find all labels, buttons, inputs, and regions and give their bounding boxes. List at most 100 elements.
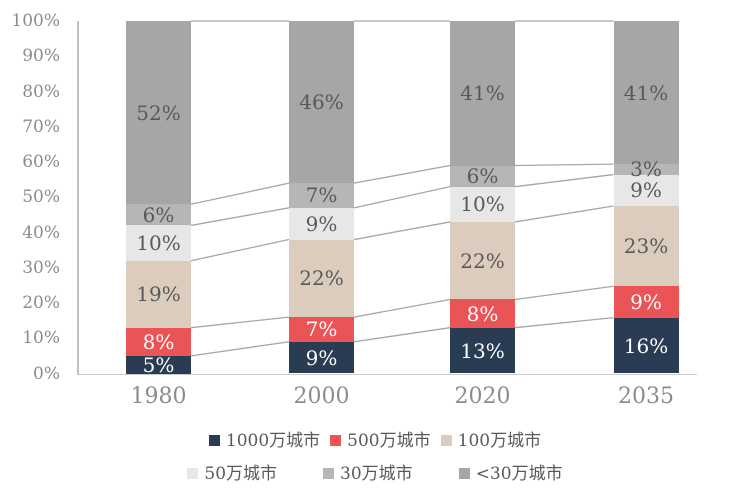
bar-segment-label: 16% <box>623 333 669 358</box>
y-axis-tick-label: 0% <box>33 363 60 384</box>
bar-segment-label: 10% <box>460 192 505 217</box>
bar-segment <box>126 355 191 374</box>
y-axis-tick-label: 60% <box>22 152 60 172</box>
legend-swatch-icon <box>440 435 452 446</box>
bar-segment-label: 5% <box>142 352 175 377</box>
legend: 1000万城市 500万城市 100万城市 50万城市 30万城市 <30万城市 <box>0 424 750 490</box>
x-axis-label: 2035 <box>618 384 674 409</box>
bar-segment-label: 9% <box>305 211 338 236</box>
connector-line <box>353 327 451 343</box>
connector-line <box>190 316 290 329</box>
bar-segment <box>450 21 515 166</box>
bar-segment-label: 8% <box>142 329 175 354</box>
legend-swatch-icon <box>187 468 199 479</box>
bar-segment <box>613 21 679 165</box>
bar-segment <box>289 207 354 240</box>
bar-segment-label: 9% <box>630 178 662 203</box>
connector-line <box>353 186 451 209</box>
bar-segment <box>289 317 354 342</box>
connector-line <box>514 205 614 223</box>
legend-label: 50万城市 <box>204 463 278 484</box>
legend-label: 500万城市 <box>347 430 431 451</box>
bar-segment-label: 19% <box>136 282 181 307</box>
bar-segment <box>613 317 679 374</box>
bar-segment <box>613 286 679 318</box>
bar-segment-label: 22% <box>299 266 344 291</box>
y-axis-line <box>77 21 79 374</box>
legend-item: 50万城市 <box>187 463 277 485</box>
bar-segment-label: 9% <box>630 289 662 314</box>
connector-line <box>514 285 614 301</box>
connector-line <box>514 173 614 188</box>
bar-segment-label: 3% <box>630 157 662 182</box>
y-axis-tick-label: 20% <box>22 293 60 313</box>
y-axis-tick-label: 50% <box>22 187 60 208</box>
bar-segment <box>126 225 191 261</box>
bar-segment-label: 6% <box>466 164 499 189</box>
legend-label: <30万城市 <box>475 463 563 484</box>
connector-line <box>190 182 290 205</box>
bar-segment-label: 41% <box>460 81 505 106</box>
bar-segment <box>126 21 191 205</box>
bar-segment <box>613 164 679 175</box>
bar-segment-label: 6% <box>142 202 175 227</box>
bar-segment <box>450 165 515 187</box>
bar-segment-label: 52% <box>136 100 181 125</box>
bar-segment-label: 23% <box>623 234 669 259</box>
legend-swatch-icon <box>330 435 342 446</box>
bar-segment <box>289 21 354 184</box>
x-axis-label: 2000 <box>293 384 350 409</box>
bar-segment-label: 7% <box>305 183 338 208</box>
x-axis-line <box>77 373 697 375</box>
y-axis-tick-label: 40% <box>22 222 60 243</box>
y-axis-tick-label: 90% <box>22 46 60 67</box>
legend-item: <30万城市 <box>458 463 563 485</box>
legend-label: 30万城市 <box>340 463 413 484</box>
x-axis-label: 2020 <box>454 384 511 409</box>
bar-segment <box>450 221 515 300</box>
bar-segment <box>126 260 191 328</box>
legend-item: 1000万城市 <box>208 430 321 452</box>
connector-line <box>353 164 451 184</box>
connector-line <box>514 163 614 167</box>
y-axis-tick-label: 70% <box>22 116 60 137</box>
connector-line <box>190 341 290 357</box>
y-axis-tick-label: 10% <box>22 328 60 349</box>
legend-row: 1000万城市 500万城市 100万城市 <box>0 424 750 457</box>
legend-label: 100万城市 <box>457 430 542 451</box>
bar-segment-label: 13% <box>460 338 505 363</box>
bar-segment <box>613 174 679 206</box>
bar-segment-label: 22% <box>460 248 505 273</box>
y-axis-tick-label: 80% <box>22 81 60 102</box>
bar-segment-label: 41% <box>623 80 669 105</box>
x-axis-label: 1980 <box>130 384 187 409</box>
bar-segment <box>450 327 515 374</box>
connector-line <box>353 221 451 241</box>
bar-segment-label: 9% <box>305 345 338 370</box>
bar-segment-label: 46% <box>299 90 344 115</box>
connector-line <box>190 238 290 262</box>
y-axis-tick-label: 30% <box>22 257 60 278</box>
bar-segment <box>613 205 679 287</box>
bar-segment-label: 7% <box>305 317 338 342</box>
legend-item: 100万城市 <box>440 430 542 452</box>
bar-segment-label: 10% <box>136 231 181 256</box>
bar-segment <box>126 327 191 356</box>
bar-segment-label: 8% <box>466 301 499 326</box>
bar-segment <box>289 239 354 318</box>
y-axis-tick-label: 100% <box>11 11 60 31</box>
legend-swatch-icon <box>208 435 220 446</box>
connector-line <box>514 317 614 329</box>
bar-segment <box>450 299 515 328</box>
connector-line <box>190 207 290 227</box>
legend-swatch-icon <box>458 468 470 479</box>
legend-swatch-icon <box>323 468 335 479</box>
connector-line <box>353 298 451 318</box>
bar-segment <box>289 183 354 208</box>
bar-segment <box>289 341 354 374</box>
legend-item: 30万城市 <box>323 463 413 485</box>
legend-label: 1000万城市 <box>225 430 321 451</box>
bar-segment <box>450 186 515 222</box>
bar-segment <box>126 204 191 226</box>
